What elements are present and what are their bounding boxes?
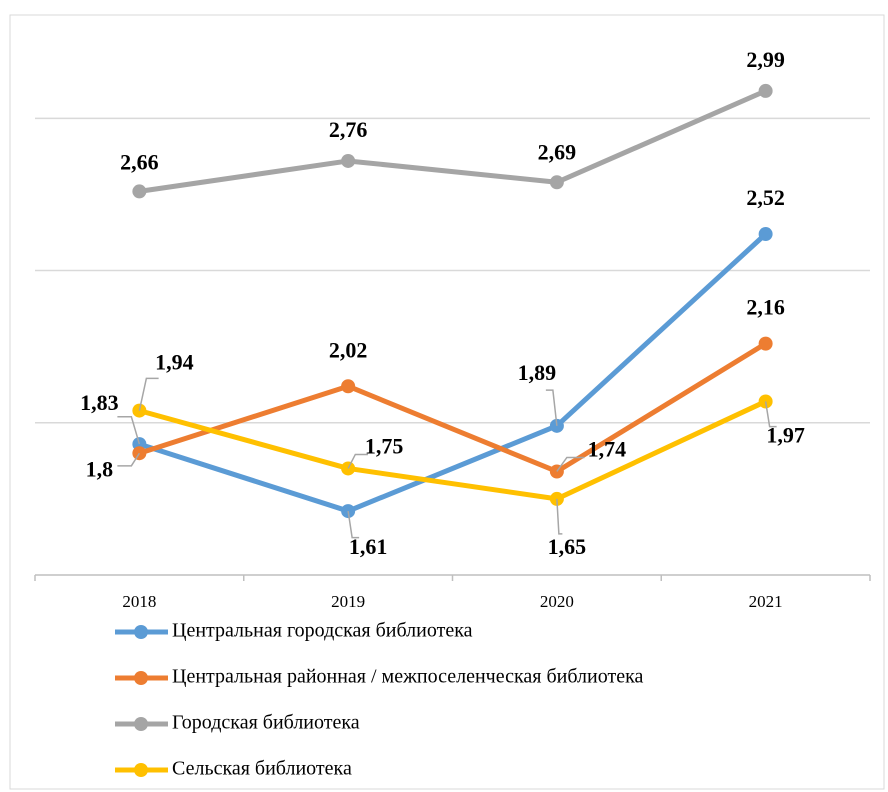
data-label: 1,75: [365, 433, 404, 458]
leader-line: [556, 456, 585, 472]
data-label: 1,8: [86, 456, 114, 481]
leader-line: [138, 377, 159, 411]
data-point: [341, 153, 356, 168]
legend-marker: [134, 717, 148, 731]
data-point: [549, 175, 564, 190]
x-tick-label: 2018: [122, 592, 156, 611]
series-line: [138, 341, 767, 474]
data-label: 2,16: [746, 295, 785, 320]
data-point: [758, 336, 773, 351]
leader-line: [117, 452, 141, 467]
leader-line: [117, 416, 141, 445]
data-point: [132, 184, 147, 199]
legend-label: Сельская библиотека: [172, 758, 352, 780]
data-label: 2,76: [329, 117, 368, 142]
leader-line: [347, 510, 360, 539]
data-label: 1,74: [588, 437, 627, 462]
leader-line: [347, 453, 368, 469]
leader-line: [556, 498, 563, 535]
data-point: [341, 504, 356, 519]
data-label: 1,65: [548, 534, 587, 559]
x-tick-label: 2020: [540, 592, 574, 611]
data-label: 2,52: [746, 185, 785, 210]
legend-label: Центральная районная / межпоселенческая …: [172, 666, 643, 688]
legend-label: Центральная городская библиотека: [172, 620, 473, 642]
leader-line: [545, 389, 558, 426]
data-point: [758, 83, 773, 98]
x-tick-label: 2019: [331, 592, 365, 611]
data-label: 2,66: [120, 149, 159, 174]
series-line: [138, 232, 768, 514]
data-label: 2,02: [329, 337, 368, 362]
data-label: 1,83: [80, 390, 119, 415]
legend-label: Городская библиотека: [172, 712, 360, 734]
data-point: [758, 227, 773, 242]
leader-line: [764, 401, 777, 428]
legend-marker: [134, 671, 148, 685]
series-line: [138, 399, 767, 502]
data-label: 1,97: [766, 423, 805, 448]
data-point: [341, 379, 356, 394]
chart-border: [9, 14, 885, 790]
data-label: 2,69: [538, 139, 577, 164]
data-label: 2,99: [746, 47, 785, 72]
x-tick-label: 2021: [749, 592, 783, 611]
data-label: 1,94: [155, 350, 194, 375]
legend-marker: [134, 763, 148, 777]
legend-marker: [134, 625, 148, 639]
data-label: 1,89: [518, 360, 557, 385]
data-label: 1,61: [349, 534, 388, 559]
series-line: [139, 88, 767, 194]
